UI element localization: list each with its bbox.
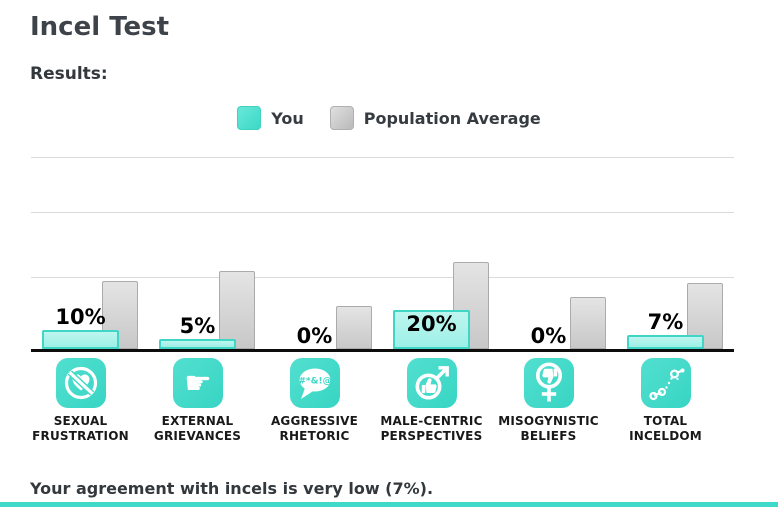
category-label: SEXUAL FRUSTRATION [32,414,129,443]
legend-item-you: You [237,106,304,130]
profanity-speech-icon: #*&!@ [289,358,340,408]
you-value-label: 0% [530,324,567,348]
you-value-label: 20% [406,312,457,337]
page-title: Incel Test [30,12,170,42]
population-bar [219,271,255,349]
you-bar [42,329,119,349]
you-swatch-icon [237,106,262,130]
chart-legend: You Population Average [0,106,778,130]
population-bar [687,283,723,349]
you-bar [159,339,236,349]
chart-gridline [31,277,734,278]
category-label: AGGRESSIVE RHETORIC [270,414,359,443]
chart-gridline [31,212,734,213]
legend-item-population: Population Average [329,106,541,130]
you-bar [393,310,470,349]
you-value-label: 5% [179,314,216,339]
population-bar [570,296,606,349]
you-bar [627,335,704,349]
chart-baseline [31,349,734,352]
male-thumbs-up-icon [406,358,457,408]
population-bar [336,306,372,349]
accent-divider [0,502,778,507]
legend-population-label: Population Average [363,108,541,128]
category-label: TOTAL INCELDOM [629,414,702,443]
legend-you-label: You [271,108,304,128]
chart-gridline [31,157,734,158]
scatter-chart-icon [640,358,691,408]
category-label: MALE-CENTRIC PERSPECTIVES [380,414,483,443]
summary-text: Your agreement with incels is very low (… [30,479,434,498]
no-love-icon [55,358,106,408]
female-thumbs-down-icon [523,358,574,408]
you-value-label: 0% [296,324,333,348]
svg-text:#*&!@: #*&!@ [298,377,331,387]
category-label: MISOGYNISTIC BELIEFS [498,414,599,443]
svg-text:☛: ☛ [184,366,212,402]
category-label: EXTERNAL GRIEVANCES [153,414,242,443]
pointing-hand-icon: ☛ [172,358,223,408]
population-swatch-icon [329,106,354,130]
you-value-label: 7% [647,310,684,335]
results-heading: Results: [30,64,108,84]
you-value-label: 10% [55,304,106,329]
